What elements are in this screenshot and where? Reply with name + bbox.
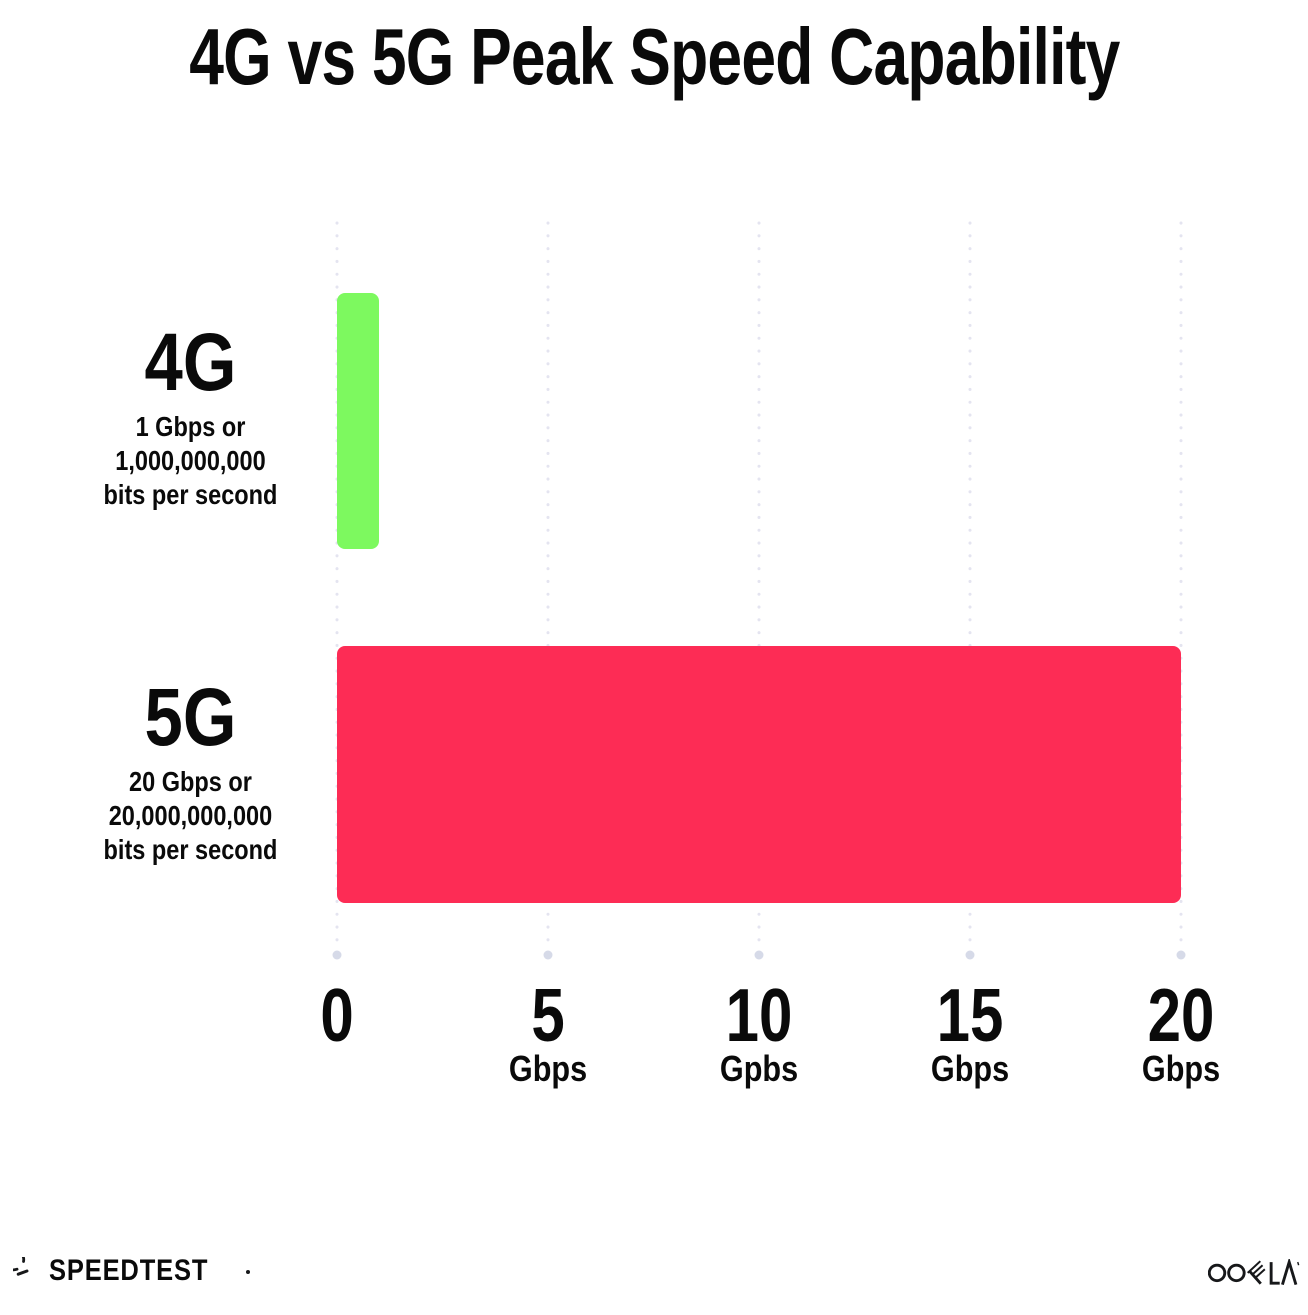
registered-trademark-mark bbox=[246, 1270, 251, 1274]
category-sublabel-4g: 1 Gbps or 1,000,000,000 bits per second bbox=[103, 410, 277, 512]
x-tick-number-5: 5 bbox=[531, 973, 565, 1057]
x-tick-number-0: 0 bbox=[320, 973, 354, 1057]
x-tick-number-10: 10 bbox=[725, 973, 793, 1057]
category-label-4g: 4G bbox=[144, 317, 236, 408]
sublabel-line: bits per second bbox=[103, 479, 277, 510]
x-tick-unit-20: Gbps bbox=[1141, 1048, 1221, 1089]
x-tick-unit-10: Gpbs bbox=[719, 1048, 799, 1089]
x-tick-unit-5: Gbps bbox=[508, 1048, 588, 1089]
x-tick-number-20: 20 bbox=[1147, 973, 1215, 1057]
category-label-5g: 5G bbox=[144, 672, 236, 763]
sublabel-line: 20,000,000,000 bbox=[108, 800, 272, 831]
row-label-4g: 4G 1 Gbps or 1,000,000,000 bits per seco… bbox=[40, 322, 340, 512]
page-title-text: 4G vs 5G Peak Speed Capability bbox=[188, 12, 1120, 101]
category-sublabel-5g: 20 Gbps or 20,000,000,000 bits per secon… bbox=[103, 765, 277, 867]
ookla-wordmark-icon bbox=[1207, 1257, 1300, 1286]
sublabel-line: 20 Gbps or bbox=[128, 766, 252, 797]
page-title: 4G vs 5G Peak Speed Capability bbox=[0, 17, 1308, 97]
speedtest-wordmark: SPEEDTEST bbox=[49, 1254, 209, 1287]
sublabel-line: 1,000,000,000 bbox=[114, 445, 266, 476]
bar-4g bbox=[337, 293, 380, 549]
speedtest-logo: SPEEDTEST bbox=[13, 1254, 251, 1287]
speedometer-gauge-icon bbox=[13, 1257, 29, 1276]
x-tick-unit-15: Gbps bbox=[930, 1048, 1010, 1089]
bar-5g bbox=[337, 646, 1181, 903]
ookla-logo bbox=[1207, 1257, 1300, 1290]
sublabel-line: bits per second bbox=[103, 834, 277, 865]
sublabel-line: 1 Gbps or bbox=[135, 411, 245, 442]
x-tick-number-15: 15 bbox=[936, 973, 1004, 1057]
row-label-5g: 5G 20 Gbps or 20,000,000,000 bits per se… bbox=[40, 677, 340, 867]
